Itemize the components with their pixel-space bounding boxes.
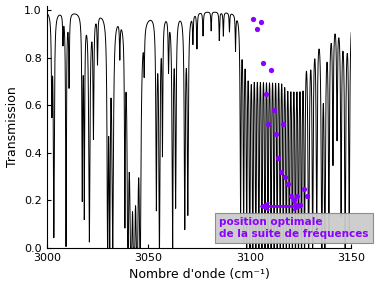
Y-axis label: Transmission: Transmission (6, 86, 19, 167)
X-axis label: Nombre d'onde (cm⁻¹): Nombre d'onde (cm⁻¹) (128, 268, 269, 282)
Text: position optimale
de la suite de fréquences: position optimale de la suite de fréquen… (219, 217, 369, 239)
